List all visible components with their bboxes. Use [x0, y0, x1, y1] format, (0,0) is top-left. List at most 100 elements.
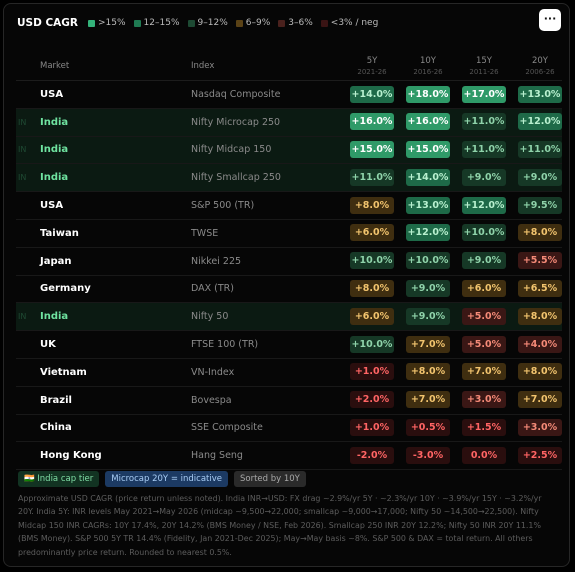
- cagr-badge: +13.0%: [518, 85, 562, 103]
- index-name: DAX (TR): [191, 283, 234, 295]
- cagr-badge: +1.0%: [350, 419, 394, 437]
- column-header: 15Y 2011-26: [456, 56, 512, 78]
- legend-label: 3–6%: [288, 18, 313, 28]
- flag: IN: [18, 145, 27, 155]
- table-row: IN India Nifty Smallcap 250 +11.0% +14.0% +9.…: [16, 164, 562, 193]
- cagr-badge: +1.0%: [350, 363, 394, 381]
- index-name: Nifty Midcap 150: [191, 144, 272, 156]
- cagr-badge: +11.0%: [462, 141, 506, 159]
- cagr-badge: +2.0%: [350, 391, 394, 409]
- column-label: 10Y: [419, 56, 436, 66]
- cagr-badge: +12.0%: [406, 224, 450, 242]
- cagr-badge: +4.0%: [518, 335, 562, 353]
- legend-item: 12–15%: [133, 18, 180, 28]
- cagr-badge: +9.0%: [406, 280, 450, 298]
- market: USA: [40, 88, 64, 100]
- column-period: 2006-26: [525, 68, 555, 76]
- index-name: SSE Composite: [191, 422, 263, 434]
- cagr-badge: +14.0%: [350, 85, 394, 103]
- panel: USD CAGR >15% 12–15% 9–12% 6–9% 3–6% <3% / ne…: [3, 3, 570, 567]
- table-row: Vietnam VN-Index +1.0% +8.0% +7.0% +8.0%: [16, 359, 562, 387]
- cagr-badge: +7.0%: [406, 391, 450, 409]
- legend-item: 9–12%: [187, 18, 228, 28]
- cagr-badge: +15.0%: [406, 141, 450, 159]
- market: Japan: [40, 255, 72, 267]
- cagr-badge: +17.0%: [462, 85, 506, 103]
- legend-swatch: [133, 19, 141, 27]
- cagr-badge: +11.0%: [518, 141, 562, 159]
- market: Vietnam: [40, 366, 87, 378]
- index-name: Nikkei 225: [191, 255, 242, 267]
- cagr-badge: +13.0%: [406, 196, 450, 214]
- title: USD CAGR: [17, 17, 78, 29]
- cagr-badge: +10.0%: [350, 252, 394, 270]
- cagr-badge: +7.0%: [462, 363, 506, 381]
- market: India: [40, 116, 69, 128]
- index-name: Nasdaq Composite: [191, 88, 281, 100]
- cagr-badge: +16.0%: [406, 113, 450, 131]
- column-label: 20Y: [531, 56, 548, 66]
- cagr-badge: +9.0%: [462, 252, 506, 270]
- cagr-badge: +12.0%: [518, 113, 562, 131]
- cagr-badge: +8.0%: [350, 280, 394, 298]
- market: UK: [40, 339, 56, 351]
- legend-item: <3% / neg: [320, 18, 379, 28]
- market: Taiwan: [40, 227, 79, 239]
- cagr-badge: +16.0%: [350, 113, 394, 131]
- table-row: Taiwan TWSE +6.0% +12.0% +10.0% +8.0%: [16, 220, 562, 248]
- footnote: Approximate USD CAGR (price return unles…: [18, 494, 542, 557]
- cagr-badge: +8.0%: [518, 224, 562, 242]
- market: India: [40, 144, 69, 156]
- cagr-badge: -3.0%: [406, 446, 450, 464]
- index-name: Nifty Microcap 250: [191, 116, 281, 128]
- column-header: 10Y 2016-26: [400, 56, 456, 78]
- cagr-badge: +7.0%: [518, 391, 562, 409]
- index-name: Hang Seng: [191, 450, 243, 462]
- tags: 🇮🇳 India cap tier Microcap 20Y = indicati…: [18, 471, 306, 487]
- cagr-badge: +9.0%: [406, 307, 450, 325]
- table-row: UK FTSE 100 (TR) +10.0% +7.0% +5.0% +4.0%: [16, 331, 562, 359]
- table-row: USA S&P 500 (TR) +8.0% +13.0% +12.0% +9.5%: [16, 192, 562, 220]
- index-name: Nifty Smallcap 250: [191, 172, 281, 184]
- cagr-badge: +5.5%: [518, 252, 562, 270]
- cagr-badge: +18.0%: [406, 85, 450, 103]
- flag: IN: [18, 312, 27, 322]
- legend-swatch: [278, 19, 286, 27]
- legend-label: 12–15%: [143, 18, 180, 28]
- cagr-badge: +3.0%: [462, 391, 506, 409]
- legend-swatch: [88, 19, 95, 27]
- market: Hong Kong: [40, 450, 102, 462]
- cagr-badge: +6.0%: [350, 307, 394, 325]
- column-label: 5Y: [366, 56, 378, 66]
- cagr-badge: +5.0%: [462, 335, 506, 353]
- column-header: Index: [191, 61, 215, 71]
- cagr-badge: +10.0%: [462, 224, 506, 242]
- table-row: IN India Nifty 50 +6.0% +9.0% +5.0% +8.0%: [16, 303, 562, 332]
- table-row: China SSE Composite +1.0% +0.5% +1.5% +3.0%: [16, 415, 562, 443]
- cagr-badge: +6.0%: [462, 280, 506, 298]
- cagr-badge: +1.5%: [462, 419, 506, 437]
- market: Brazil: [40, 394, 72, 406]
- header: USD CAGR >15% 12–15% 9–12% 6–9% 3–6% <3% / ne…: [17, 17, 378, 29]
- legend-label: 6–9%: [245, 18, 271, 28]
- cagr-badge: +14.0%: [406, 168, 450, 186]
- column-header: 20Y 2006-26: [512, 56, 568, 78]
- legend-item: 3–6%: [278, 18, 313, 28]
- cagr-badge: +5.0%: [462, 307, 506, 325]
- column-period: 2016-26: [413, 68, 443, 76]
- table-row: Germany DAX (TR) +8.0% +9.0% +6.0% +6.5%: [16, 276, 562, 304]
- cagr-badge: +10.0%: [406, 252, 450, 270]
- legend-label: <3% / neg: [330, 18, 379, 28]
- legend-swatch: [235, 19, 243, 27]
- index-name: S&P 500 (TR): [191, 200, 255, 212]
- tag: Sorted by 10Y: [233, 471, 306, 487]
- legend-swatch: [187, 19, 195, 27]
- legend-item: >15%: [88, 18, 126, 28]
- market: Germany: [40, 283, 91, 295]
- flag: IN: [18, 173, 27, 183]
- column-period: 2011-26: [469, 68, 499, 76]
- cagr-badge: +6.0%: [350, 224, 394, 242]
- cagr-badge: +10.0%: [350, 335, 394, 353]
- column-period: 2021-26: [357, 68, 387, 76]
- menu-button[interactable]: ···: [539, 9, 561, 31]
